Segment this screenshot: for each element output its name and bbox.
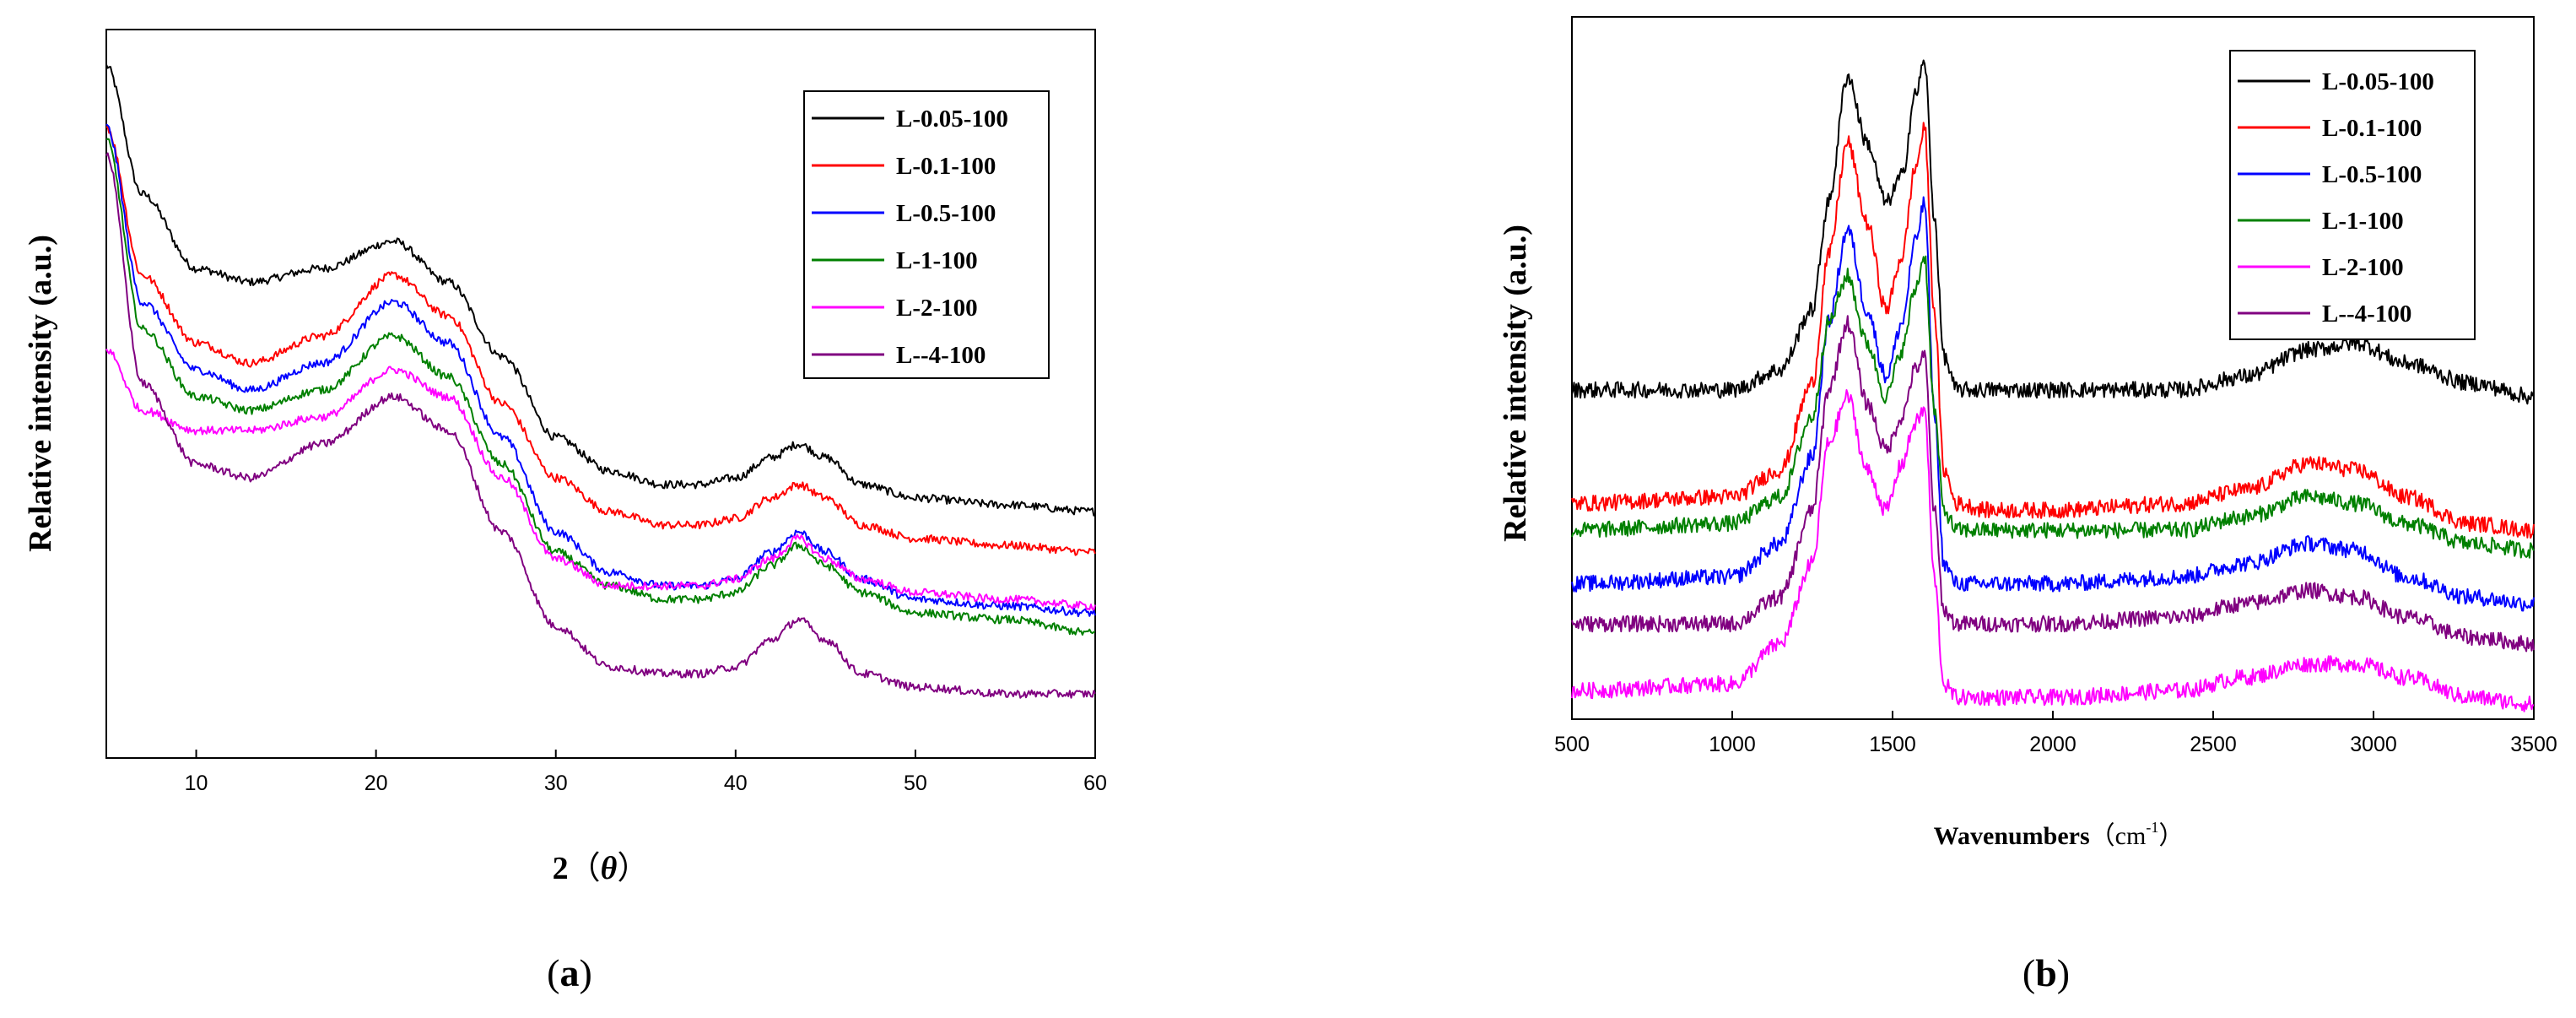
panel-b-x-tick-label: 2500 bbox=[2190, 733, 2237, 756]
panel-b-letter: b bbox=[2035, 951, 2057, 994]
legend-label: L--4-100 bbox=[2322, 301, 2411, 328]
panel-b-series-l-2-100 bbox=[1571, 389, 2535, 712]
panel-a-letter: a bbox=[560, 951, 580, 994]
legend-label: L-0.1-100 bbox=[896, 153, 996, 180]
panel-b-legend-box bbox=[2229, 50, 2476, 340]
panel-a-x-axis-label-symbol: θ bbox=[601, 851, 618, 886]
legend-label: L-2-100 bbox=[896, 295, 978, 322]
panel-b-x-axis-label: Wavenumbers（cm-1） bbox=[1934, 819, 2184, 850]
legend-label: L-0.5-100 bbox=[2322, 161, 2422, 188]
panel-b-x-tick-label: 1000 bbox=[1709, 733, 1756, 756]
panel-b-raman-chart: 500 1000 1500 2000 2500 3000 3500 L-0.05-100L-… bbox=[1498, 16, 2557, 994]
panel-b-x-tick-label: 500 bbox=[1554, 733, 1590, 756]
panel-b-series-l-0-05-100 bbox=[1571, 59, 2535, 405]
panel-b-series-l-0-1-100 bbox=[1571, 122, 2535, 539]
panel-a-series-l-4-100 bbox=[105, 152, 1096, 699]
panel-b-x-axis-label-unit: cm bbox=[2115, 822, 2147, 850]
panel-a-x-axis-label: 2（θ） bbox=[553, 851, 650, 886]
panel-b-x-axis-label-text: Wavenumbers bbox=[1934, 822, 2090, 850]
panel-a-series-l-0-1-100 bbox=[105, 126, 1096, 556]
panel-a-series-group bbox=[105, 64, 1096, 699]
panel-a-x-tick-label: 50 bbox=[904, 772, 927, 795]
panel-a-x-tick-label: 40 bbox=[724, 772, 748, 795]
legend-label: L-0.05-100 bbox=[896, 106, 1008, 133]
panel-a-y-axis-label: Relative intensity (a.u.) bbox=[23, 235, 58, 552]
panel-a-x-tick-label: 10 bbox=[185, 772, 208, 795]
panel-b-x-axis-label-unit-exp: -1 bbox=[2146, 819, 2158, 836]
panel-b-series-l-1-100 bbox=[1571, 255, 2535, 559]
panel-b-x-tick-label: 2000 bbox=[2029, 733, 2076, 756]
panel-a-legend: L-0.05-100 L-0.1-100 L-0.5-100 L-1-100 L-2-1… bbox=[803, 90, 1050, 379]
panel-b-x-tick-label: 3500 bbox=[2510, 733, 2557, 756]
panel-a-x-tick-label: 60 bbox=[1083, 772, 1107, 795]
legend-label: L-0.1-100 bbox=[2322, 115, 2422, 142]
legend-label: L--4-100 bbox=[896, 342, 986, 369]
panel-a-series-l-1-100 bbox=[105, 138, 1096, 636]
panel-a-legend-box bbox=[803, 90, 1050, 379]
legend-label: L-0.5-100 bbox=[896, 200, 996, 227]
panel-b-series-group bbox=[1571, 59, 2535, 712]
panel-b-x-tick-label: 3000 bbox=[2350, 733, 2397, 756]
panel-a-plot-frame bbox=[105, 29, 1096, 759]
panel-b-series-l-0-5-100 bbox=[1571, 196, 2535, 612]
panel-a-xrd-chart: 10 20 30 40 50 60 L-0.05-100 L-0.1-100 L-0.5-10… bbox=[23, 29, 1107, 994]
panel-b-y-axis-label: Relative intensity (a.u.) bbox=[1498, 225, 1533, 542]
panel-a-label: (a) bbox=[547, 951, 592, 994]
panel-a-x-tick-label: 30 bbox=[544, 772, 568, 795]
panel-b-series-l-4-100 bbox=[1571, 315, 2535, 652]
panel-a-series-l-2-100 bbox=[105, 348, 1096, 611]
panel-b-label: (b) bbox=[2022, 951, 2070, 994]
legend-label: L-1-100 bbox=[2322, 208, 2404, 235]
panel-b-x-tick-label: 1500 bbox=[1869, 733, 1916, 756]
legend-label: L-0.05-100 bbox=[2322, 68, 2434, 95]
panel-a-x-tick-label: 20 bbox=[365, 772, 388, 795]
legend-label: L-2-100 bbox=[2322, 254, 2404, 281]
panel-a-x-axis-label-number: 2 bbox=[553, 851, 569, 886]
legend-label: L-1-100 bbox=[896, 247, 978, 274]
panel-a-series-l-0-05-100 bbox=[105, 64, 1096, 517]
panel-a-series-l-0-5-100 bbox=[105, 123, 1096, 618]
panel-b-legend: L-0.05-100 L-0.1-100 L-0.5-100 L-1-100 L-2-1… bbox=[2229, 50, 2476, 340]
